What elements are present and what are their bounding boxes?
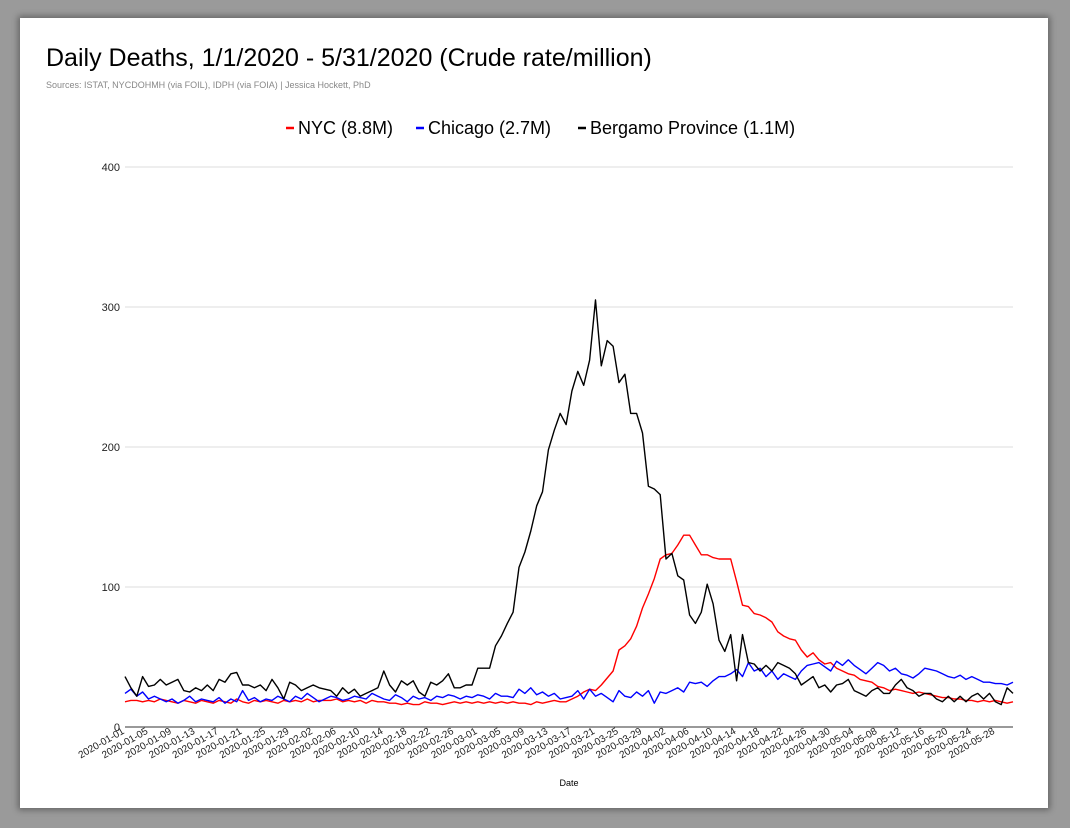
legend-label: NYC (8.8M) (298, 118, 393, 138)
chart-title: Daily Deaths, 1/1/2020 - 5/31/2020 (Crud… (46, 44, 652, 72)
legend-label: Bergamo Province (1.1M) (590, 118, 795, 138)
y-axis-ticks: 0 100 200 300 400 (102, 162, 120, 734)
y-tick-label: 100 (102, 582, 120, 594)
series-line-0 (124, 534, 1014, 706)
y-tick-label: 400 (102, 162, 120, 174)
legend-label: Chicago (2.7M) (428, 118, 551, 138)
y-tick-label: 200 (102, 442, 120, 454)
chart-card (20, 18, 1048, 808)
gridlines (125, 166, 1013, 728)
y-tick-label: 300 (102, 302, 120, 314)
x-axis-ticks: 2020-01-012020-01-052020-01-092020-01-13… (77, 726, 998, 761)
series-line-1 (124, 659, 1014, 704)
series-line-2 (124, 299, 1014, 706)
x-axis-label: Date (559, 778, 578, 788)
y-tick-label: 0 (114, 722, 120, 734)
chart-subtitle: Sources: ISTAT, NYCDOHMH (via FOIL), IDP… (46, 80, 371, 90)
legend: NYC (8.8M) Chicago (2.7M) Bergamo Province… (286, 118, 795, 138)
series-lines (124, 299, 1014, 706)
